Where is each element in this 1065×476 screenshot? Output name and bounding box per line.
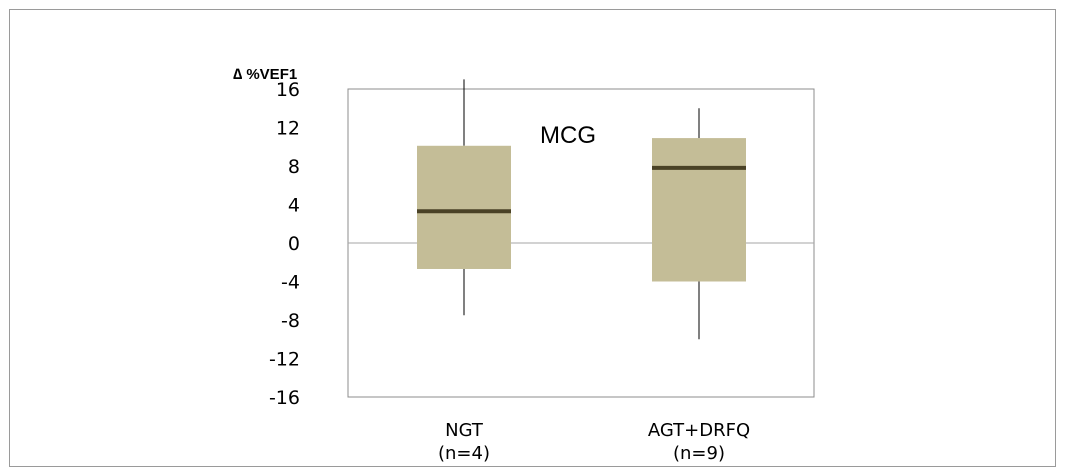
- y-axis-label: ∆ %VEF1: [233, 66, 297, 83]
- box-2: [652, 108, 746, 340]
- y-tick-label: -16: [269, 387, 300, 409]
- chart-title: MCG: [540, 122, 596, 149]
- category-label: NGT: [445, 420, 484, 441]
- y-tick-label: 0: [288, 233, 300, 255]
- category-sublabel: (n=9): [673, 443, 725, 464]
- y-tick-label: 4: [288, 195, 300, 217]
- boxes: [417, 79, 746, 340]
- y-tick-label: 12: [276, 118, 300, 140]
- category-sublabel: (n=4): [438, 443, 490, 464]
- iqr-box: [417, 145, 511, 269]
- y-tick-label: -12: [269, 349, 300, 371]
- y-axis-ticks: 16 12 8 4 0 -4 -8 -12 -16: [269, 79, 300, 409]
- y-tick-label: -8: [281, 310, 300, 332]
- category-labels: NGT(n=4) AGT+DRFQ(n=9): [438, 420, 750, 464]
- figure-frame: [9, 9, 1056, 467]
- iqr-box: [652, 138, 746, 282]
- y-tick-label: 8: [288, 156, 300, 178]
- box-1: [417, 79, 511, 316]
- category-label: AGT+DRFQ: [648, 420, 750, 441]
- y-tick-label: -4: [281, 272, 300, 294]
- y-tick-label: 16: [276, 79, 300, 101]
